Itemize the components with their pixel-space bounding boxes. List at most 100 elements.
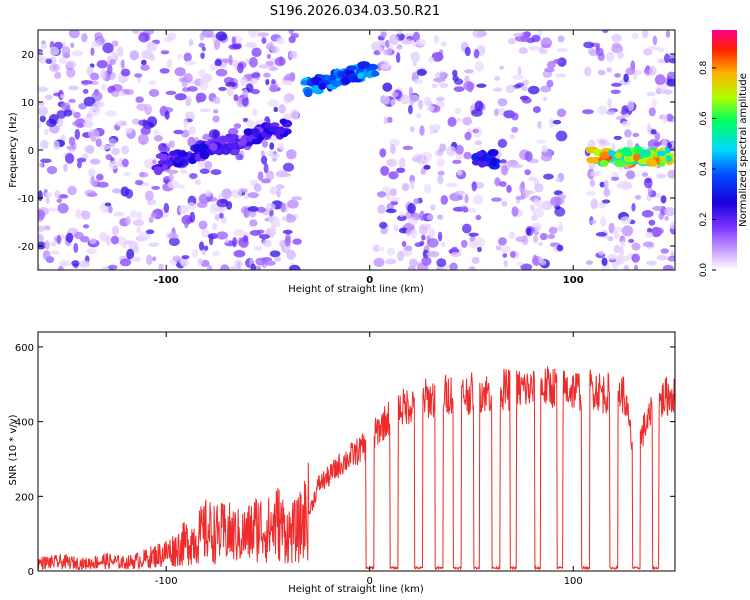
heatmap-cell [90,175,96,186]
heatmap-cell [198,42,206,48]
heatmap-cell [48,113,60,125]
heatmap-cell [427,250,440,258]
heatmap-cell [605,109,616,115]
heatmap-cell [82,88,89,94]
heatmap-cell [662,89,673,95]
heatmap-cell [395,52,401,64]
heatmap-cell [642,241,654,248]
heatmap-cell [389,34,400,46]
heatmap-cell [658,212,664,220]
heatmap-cell [399,211,404,218]
heatmap-cell [121,242,127,248]
heatmap-cell [207,264,213,270]
heatmap-cell [78,260,91,268]
heatmap-cell [96,181,109,188]
heatmap-cell [250,263,256,270]
heatmap-cell [138,32,150,43]
snr-xtick-label: -100 [155,576,178,587]
heatmap-cell [386,247,396,256]
heatmap-cell [452,69,458,77]
heatmap-feature-cell [641,150,649,157]
heatmap-cell [549,117,555,129]
heatmap-cell [137,133,149,145]
heatmap-cell [418,225,429,235]
heatmap-cell [214,206,227,212]
heatmap-cell [402,145,414,151]
heatmap-cell [99,144,112,150]
heatmap-cell [131,30,140,34]
heatmap-cell [464,193,469,204]
heatmap-cell [74,231,84,240]
colorbar-tick-label: 0.0 [699,263,709,278]
heatmap-cell [455,144,464,155]
heatmap-cell [199,78,211,83]
heatmap-cell [105,110,117,117]
heatmap-cell [631,253,640,263]
heatmap-cell [262,239,272,248]
heatmap-cell [253,183,262,193]
heatmap-cell [210,169,222,176]
heatmap-cell [160,50,170,55]
heatmap-feature-cell [599,151,610,160]
heatmap-ytick-label: 20 [21,50,34,61]
heatmap-cell [282,229,293,235]
heatmap-cell [548,226,558,234]
heatmap-cell [179,169,188,174]
heatmap-cell [643,48,653,56]
heatmap-cell [276,37,286,45]
heatmap-cell [416,68,427,76]
heatmap-cell [389,143,396,155]
heatmap-cell [60,93,65,99]
heatmap-cell [261,178,271,184]
heatmap-feature-cell [599,159,609,167]
heatmap-cell [148,88,160,97]
heatmap-cell [544,67,555,73]
heatmap-cell [266,53,271,60]
heatmap-cell [651,98,657,108]
heatmap-cell [236,261,242,269]
heatmap-cell [535,139,547,144]
heatmap-cell [148,242,160,248]
heatmap-cell [227,128,239,136]
snr-ytick-label: 600 [15,343,34,354]
heatmap-cell [426,237,439,248]
heatmap-cell [145,254,153,265]
heatmap-cell [196,201,208,208]
heatmap-cell [662,114,668,124]
heatmap-cell [472,194,484,205]
heatmap-feature-cell [229,133,239,140]
heatmap-cell [440,41,447,47]
heatmap-cell [471,181,477,192]
heatmap-cell [537,256,543,264]
heatmap-cell [186,97,191,107]
heatmap-cell [663,206,675,217]
heatmap-feature-cell [165,161,174,168]
heatmap-cell [158,263,164,270]
heatmap-cell [542,96,548,102]
heatmap-cell [641,209,654,218]
heatmap-cell [419,125,425,136]
heatmap-cell [397,250,404,262]
heatmap-cell [40,158,52,163]
heatmap-cell [124,89,135,95]
heatmap-cell [390,99,396,106]
heatmap-cell [134,73,143,78]
heatmap-cell [251,108,258,116]
heatmap-cell [652,205,665,212]
heatmap-cell [132,219,144,227]
heatmap-cell [228,44,241,50]
colorbar-tick-label: 0.2 [699,212,709,226]
heatmap-cell [38,263,41,270]
heatmap-cell [380,31,387,38]
heatmap-cell [398,157,406,169]
heatmap-cell [45,196,50,204]
heatmap-cell [474,140,483,146]
heatmap-cell [178,205,189,215]
heatmap-cell [515,236,527,243]
heatmap-cell [497,98,508,107]
heatmap-cell [88,106,101,117]
heatmap-cell [470,109,483,117]
heatmap-feature-cell [367,63,379,71]
heatmap-cell [556,244,564,252]
heatmap-cell [464,75,470,83]
